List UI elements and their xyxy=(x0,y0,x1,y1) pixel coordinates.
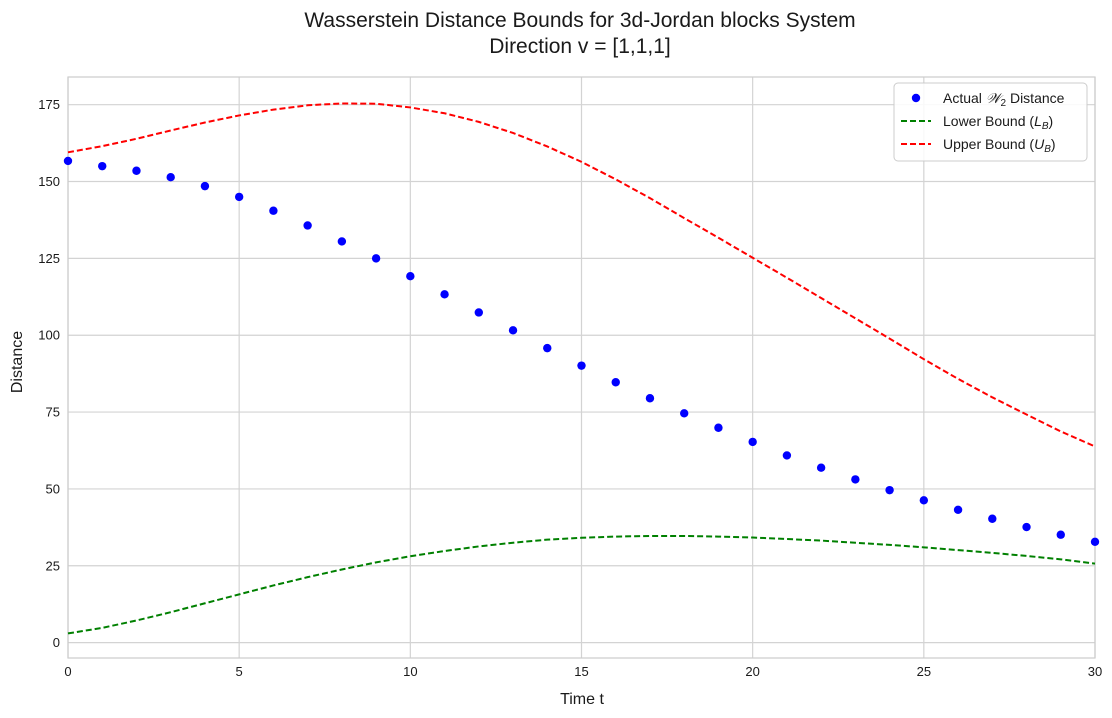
data-point xyxy=(337,237,347,246)
legend-label-actual-math: 𝒲 xyxy=(986,90,1004,106)
legend-label-lower-math: L xyxy=(1034,113,1042,129)
y-tick-label: 100 xyxy=(38,328,60,343)
chart-title-line1: Wasserstein Distance Bounds for 3d-Jorda… xyxy=(304,9,855,32)
y-tick-label: 0 xyxy=(53,635,60,650)
x-tick-label: 5 xyxy=(236,664,243,679)
data-point xyxy=(748,437,757,447)
series-actual-distance xyxy=(63,156,1100,546)
data-point xyxy=(1056,530,1065,539)
data-point xyxy=(680,409,689,418)
data-point xyxy=(543,343,552,353)
series-line xyxy=(67,534,1096,635)
data-point xyxy=(1090,537,1100,546)
data-point xyxy=(782,451,792,460)
legend-box xyxy=(893,82,1088,162)
legend-label-actual-sub: 2 xyxy=(1001,98,1007,109)
data-point xyxy=(406,272,415,281)
data-point xyxy=(132,166,141,175)
data-point xyxy=(714,423,723,432)
data-point xyxy=(988,514,997,523)
legend-label-upper-math: U xyxy=(1034,136,1045,152)
legend-label-lower: Lower Bound (LB) xyxy=(943,113,1053,132)
legend-label-actual-suffix: Distance xyxy=(1006,90,1065,106)
data-point xyxy=(611,378,620,387)
legend-label-lower-prefix: Lower Bound ( xyxy=(943,113,1034,129)
legend: Actual 𝒲2 Distance Lower Bound (LB) Uppe… xyxy=(893,82,1088,162)
data-point xyxy=(1022,522,1031,532)
legend-label-lower-sub: B xyxy=(1042,121,1049,132)
legend-label-upper-prefix: Upper Bound ( xyxy=(943,136,1034,152)
legend-label-lower-suffix: ) xyxy=(1049,113,1054,129)
data-point xyxy=(885,485,894,495)
legend-label-upper: Upper Bound (UB) xyxy=(943,136,1056,155)
y-tick-label: 75 xyxy=(46,405,60,420)
y-axis-label: Distance xyxy=(9,331,26,393)
x-tick-label: 0 xyxy=(64,664,71,679)
x-tick-label: 20 xyxy=(745,664,759,679)
series-upper-bound xyxy=(67,102,1096,448)
legend-label-actual: Actual 𝒲2 Distance xyxy=(943,90,1065,109)
data-point xyxy=(371,254,381,263)
data-point xyxy=(166,173,175,182)
ticks: 0 5 10 15 20 25 30 0 25 50 75 100 125 150 175 xyxy=(38,97,1102,679)
data-point xyxy=(953,505,963,515)
series-lower-bound xyxy=(67,534,1096,635)
x-tick-label: 15 xyxy=(574,664,588,679)
legend-marker-actual xyxy=(911,93,921,103)
data-point xyxy=(303,221,312,230)
series-line xyxy=(67,102,1096,448)
series-layer xyxy=(63,102,1100,635)
x-tick-label: 10 xyxy=(403,664,417,679)
data-point xyxy=(816,463,826,472)
data-point xyxy=(508,326,518,335)
legend-label-actual-prefix: Actual xyxy=(943,90,986,106)
data-point xyxy=(234,192,244,202)
y-tick-label: 150 xyxy=(38,174,60,189)
chart-title-line2: Direction v = [1,1,1] xyxy=(489,35,671,58)
data-point xyxy=(200,181,210,191)
data-point xyxy=(63,156,73,166)
data-point xyxy=(98,161,107,171)
y-tick-label: 50 xyxy=(46,481,60,496)
data-point xyxy=(440,290,449,299)
legend-label-upper-sub: B xyxy=(1044,144,1051,155)
data-point xyxy=(645,394,655,403)
data-point xyxy=(269,206,278,215)
data-point xyxy=(577,361,586,370)
data-point xyxy=(474,308,483,317)
x-tick-label: 25 xyxy=(917,664,931,679)
data-point xyxy=(851,475,860,484)
y-tick-label: 125 xyxy=(38,251,60,266)
x-axis-label: Time t xyxy=(560,691,604,708)
legend-label-upper-suffix: ) xyxy=(1051,136,1056,152)
grid xyxy=(67,77,1096,658)
data-point xyxy=(919,496,929,505)
plot-frame xyxy=(67,76,1096,659)
y-tick-label: 175 xyxy=(38,97,60,112)
y-tick-label: 25 xyxy=(46,558,60,573)
x-tick-label: 30 xyxy=(1088,664,1102,679)
